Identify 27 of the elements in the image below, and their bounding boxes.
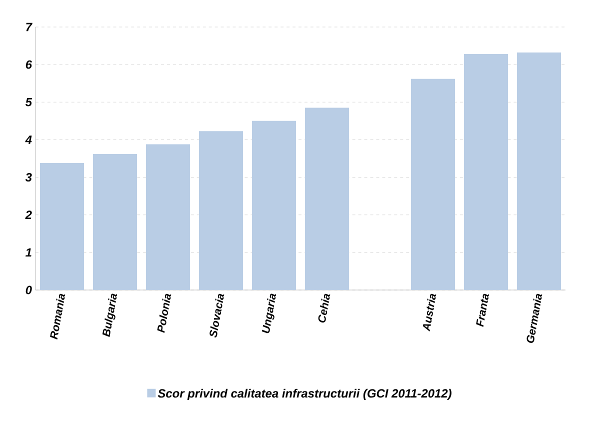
x-tick-label: Austria (422, 294, 436, 332)
x-tick-label: Polonia (157, 294, 172, 333)
bar (517, 52, 561, 290)
y-tick-label: 5 (25, 98, 32, 106)
bar (146, 144, 190, 290)
legend-label: Scor privind calitatea infrastructurii (GCI 2011-2012) (158, 388, 452, 400)
x-tick-label: Romania (50, 294, 66, 340)
x-tick-label: Franta (476, 294, 489, 327)
bar (93, 154, 137, 290)
y-tick-label: 0 (26, 286, 32, 294)
x-tick-label: Bulgaria (102, 294, 118, 337)
x-tick-label: Slovacia (210, 294, 224, 338)
y-tick-label: 7 (26, 22, 32, 32)
bar (464, 54, 508, 290)
y-tick-label: 2 (25, 210, 32, 220)
bar (40, 163, 84, 290)
y-tick-label: 4 (25, 136, 32, 144)
bar (305, 108, 349, 290)
y-tick-label: 1 (26, 248, 32, 257)
x-tick-label: Ungaria (262, 294, 276, 334)
bar (199, 131, 243, 290)
x-tick-label: Cehia (318, 294, 330, 323)
bar (252, 120, 296, 290)
bar (411, 78, 455, 290)
y-tick-label: 6 (26, 60, 32, 69)
x-tick-label: Germania (526, 294, 542, 343)
y-tick-label: 3 (25, 173, 32, 182)
